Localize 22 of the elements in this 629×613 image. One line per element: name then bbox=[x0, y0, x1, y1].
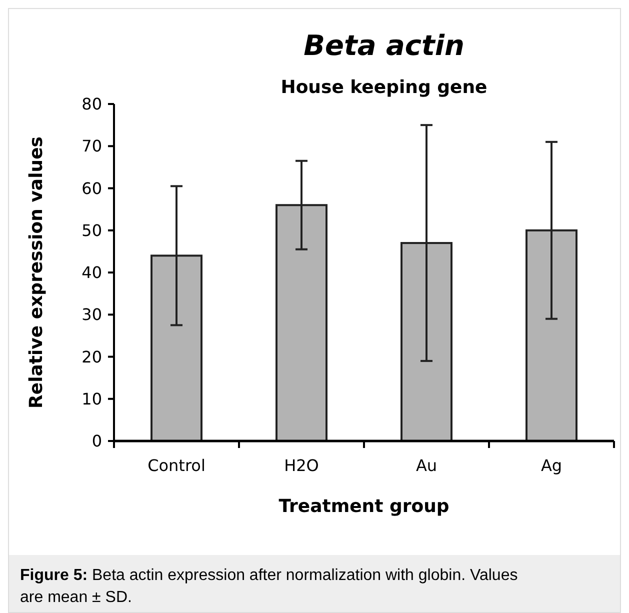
x-axis-title: Treatment group bbox=[278, 496, 450, 517]
chart-subtitle: House keeping gene bbox=[280, 77, 488, 98]
bar bbox=[276, 204, 328, 442]
y-axis-title: Relative expression values bbox=[26, 136, 47, 408]
x-tick-label: H2O bbox=[284, 456, 319, 475]
bar bbox=[400, 242, 452, 442]
bar bbox=[526, 229, 578, 442]
bar bbox=[150, 254, 202, 442]
caption: Figure 5: Beta actin expression after normalization with globin. Values are mean ± SD. bbox=[20, 567, 518, 606]
y-tick-label: 10 bbox=[82, 389, 102, 408]
chart-title: Beta actin bbox=[304, 29, 464, 62]
x-tick-label: Control bbox=[148, 456, 206, 475]
y-tick-label: 60 bbox=[82, 178, 102, 198]
y-tick-label: 20 bbox=[82, 347, 102, 366]
x-tick-label: Au bbox=[416, 456, 438, 475]
y-tick-label: 30 bbox=[82, 305, 102, 324]
y-tick-label: 50 bbox=[82, 220, 102, 240]
y-tick-label: 0 bbox=[92, 432, 102, 451]
x-tick-label: Ag bbox=[540, 456, 562, 475]
y-tick-label: 80 bbox=[82, 94, 102, 114]
y-tick-label: 70 bbox=[82, 136, 102, 156]
y-tick-label: 40 bbox=[82, 263, 102, 282]
